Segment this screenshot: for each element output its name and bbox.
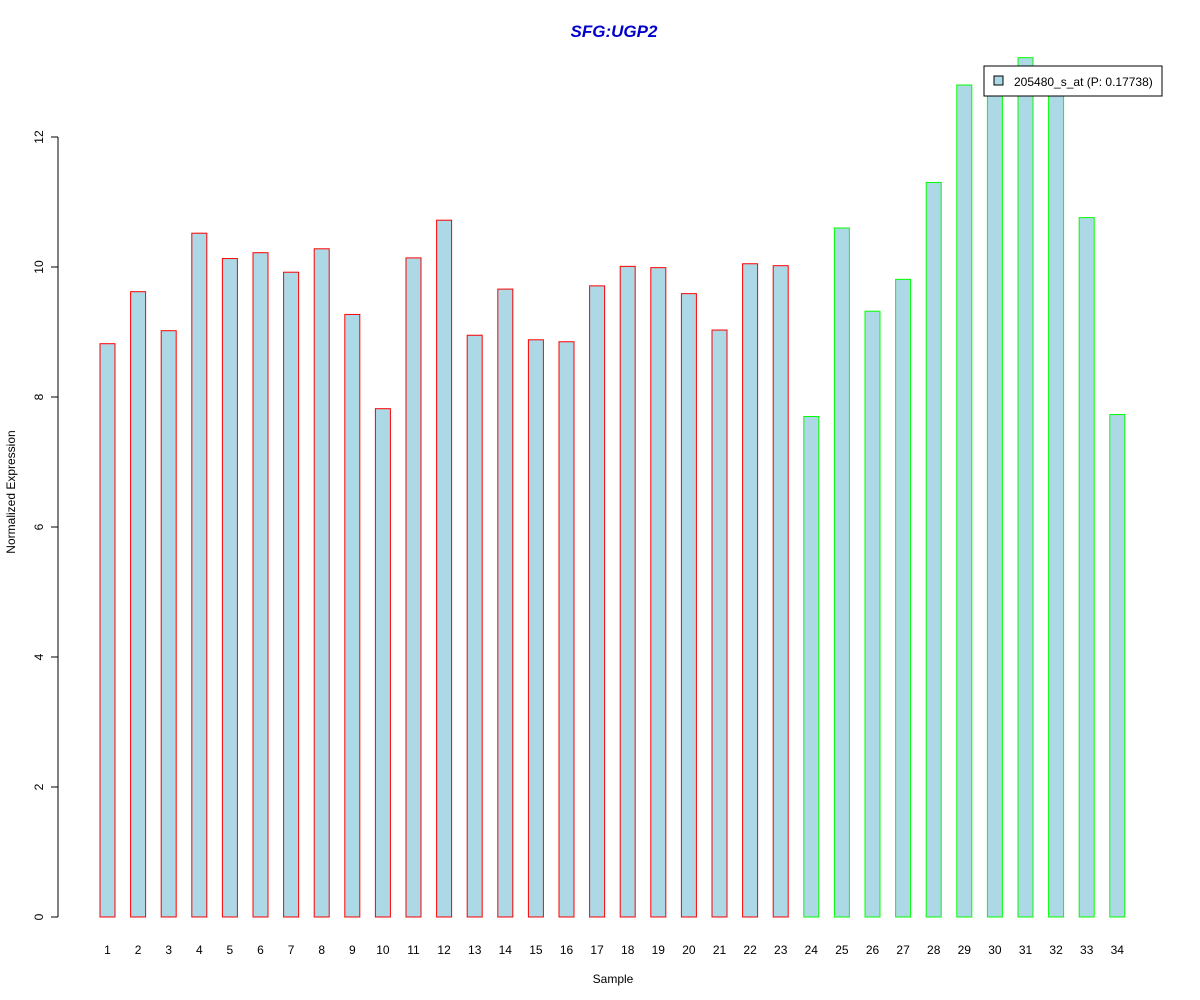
- x-tick-label: 4: [196, 943, 203, 957]
- x-tick-label: 32: [1049, 943, 1063, 957]
- bar-sample-17: [589, 285, 606, 918]
- bar-sample-33: [1078, 217, 1095, 918]
- x-tick-label: 22: [743, 943, 757, 957]
- x-tick-label: 14: [499, 943, 513, 957]
- x-tick-label: 29: [958, 943, 972, 957]
- x-tick-label: 5: [227, 943, 234, 957]
- bar-sample-16: [558, 341, 575, 918]
- bar-sample-22: [742, 263, 759, 918]
- x-tick-label: 11: [407, 943, 420, 957]
- x-tick-label: 13: [468, 943, 482, 957]
- bar-sample-20: [680, 293, 697, 918]
- x-tick-label: 30: [988, 943, 1002, 957]
- y-axis-label: Normalized Expression: [4, 430, 18, 553]
- bar-sample-24: [803, 416, 820, 918]
- bar-sample-2: [130, 291, 147, 918]
- bar-sample-27: [895, 278, 912, 918]
- y-tick-label: 6: [32, 523, 46, 530]
- bar-sample-19: [650, 267, 667, 918]
- x-tick-label: 27: [896, 943, 910, 957]
- bar-sample-6: [252, 252, 269, 918]
- bar-sample-26: [864, 310, 881, 918]
- x-tick-label: 25: [835, 943, 849, 957]
- x-tick-label: 24: [805, 943, 819, 957]
- bar-sample-3: [160, 330, 177, 918]
- bar-sample-12: [436, 219, 453, 918]
- x-tick-label: 28: [927, 943, 941, 957]
- x-tick-label: 2: [135, 943, 142, 957]
- x-tick-label: 10: [376, 943, 390, 957]
- bar-sample-7: [283, 271, 300, 918]
- x-tick-label: 21: [713, 943, 727, 957]
- bar-sample-28: [925, 182, 942, 918]
- x-tick-label: 3: [165, 943, 172, 957]
- bar-sample-1: [99, 343, 116, 918]
- bar-sample-18: [619, 265, 636, 918]
- x-tick-label: 7: [288, 943, 295, 957]
- legend-box: [983, 65, 1163, 97]
- bar-sample-34: [1109, 414, 1126, 918]
- y-axis: 0 2 4 6 8 10 12: [32, 130, 59, 920]
- bar-sample-23: [772, 265, 789, 918]
- y-tick-label: 8: [32, 393, 46, 400]
- x-tick-label: 1: [104, 943, 111, 957]
- y-tick-label: 4: [32, 653, 46, 660]
- bars-group: [99, 57, 1126, 918]
- bar-sample-5: [221, 258, 238, 918]
- bar-sample-25: [833, 227, 850, 918]
- bar-sample-21: [711, 329, 728, 918]
- x-tick-label: 15: [529, 943, 543, 957]
- legend-entry: 205480_s_at (P: 0.17738): [1014, 75, 1153, 89]
- chart-title: SFG:UGP2: [571, 22, 658, 41]
- x-tick-label: 34: [1111, 943, 1125, 957]
- x-tick-label: 19: [652, 943, 666, 957]
- bar-sample-10: [374, 408, 391, 918]
- x-tick-label: 33: [1080, 943, 1094, 957]
- bar-sample-4: [191, 232, 208, 918]
- bar-sample-8: [313, 248, 330, 918]
- x-tick-label: 6: [257, 943, 264, 957]
- x-tick-label: 23: [774, 943, 788, 957]
- bar-sample-11: [405, 257, 422, 918]
- bar-sample-31: [1017, 57, 1034, 918]
- y-tick-label: 12: [32, 130, 46, 144]
- legend-swatch: [993, 75, 1004, 86]
- bar-sample-9: [344, 313, 361, 918]
- bar-sample-29: [956, 84, 973, 918]
- x-axis-label: Sample: [593, 972, 634, 986]
- x-tick-label: 12: [437, 943, 451, 957]
- y-tick-label: 10: [32, 260, 46, 274]
- x-tick-label: 18: [621, 943, 635, 957]
- x-tick-label: 17: [590, 943, 604, 957]
- x-tick-label: 9: [349, 943, 356, 957]
- y-tick-label: 2: [32, 783, 46, 790]
- bar-sample-15: [527, 339, 544, 918]
- x-axis-tick-labels: 1 2 3 4 5 6 7 8 9 10 11 12 13 14 15 16 17 18 19 20 21 22 23 24 2…: [104, 943, 1124, 957]
- x-tick-label: 8: [318, 943, 325, 957]
- x-tick-label: 31: [1019, 943, 1033, 957]
- bar-sample-14: [497, 288, 514, 918]
- bar-sample-32: [1048, 91, 1065, 918]
- x-tick-label: 20: [682, 943, 696, 957]
- legend: 205480_s_at (P: 0.17738): [983, 65, 1163, 97]
- x-tick-label: 16: [560, 943, 574, 957]
- y-tick-label: 0: [32, 913, 46, 920]
- x-tick-label: 26: [866, 943, 880, 957]
- bar-sample-30: [986, 84, 1003, 918]
- bar-sample-13: [466, 334, 483, 918]
